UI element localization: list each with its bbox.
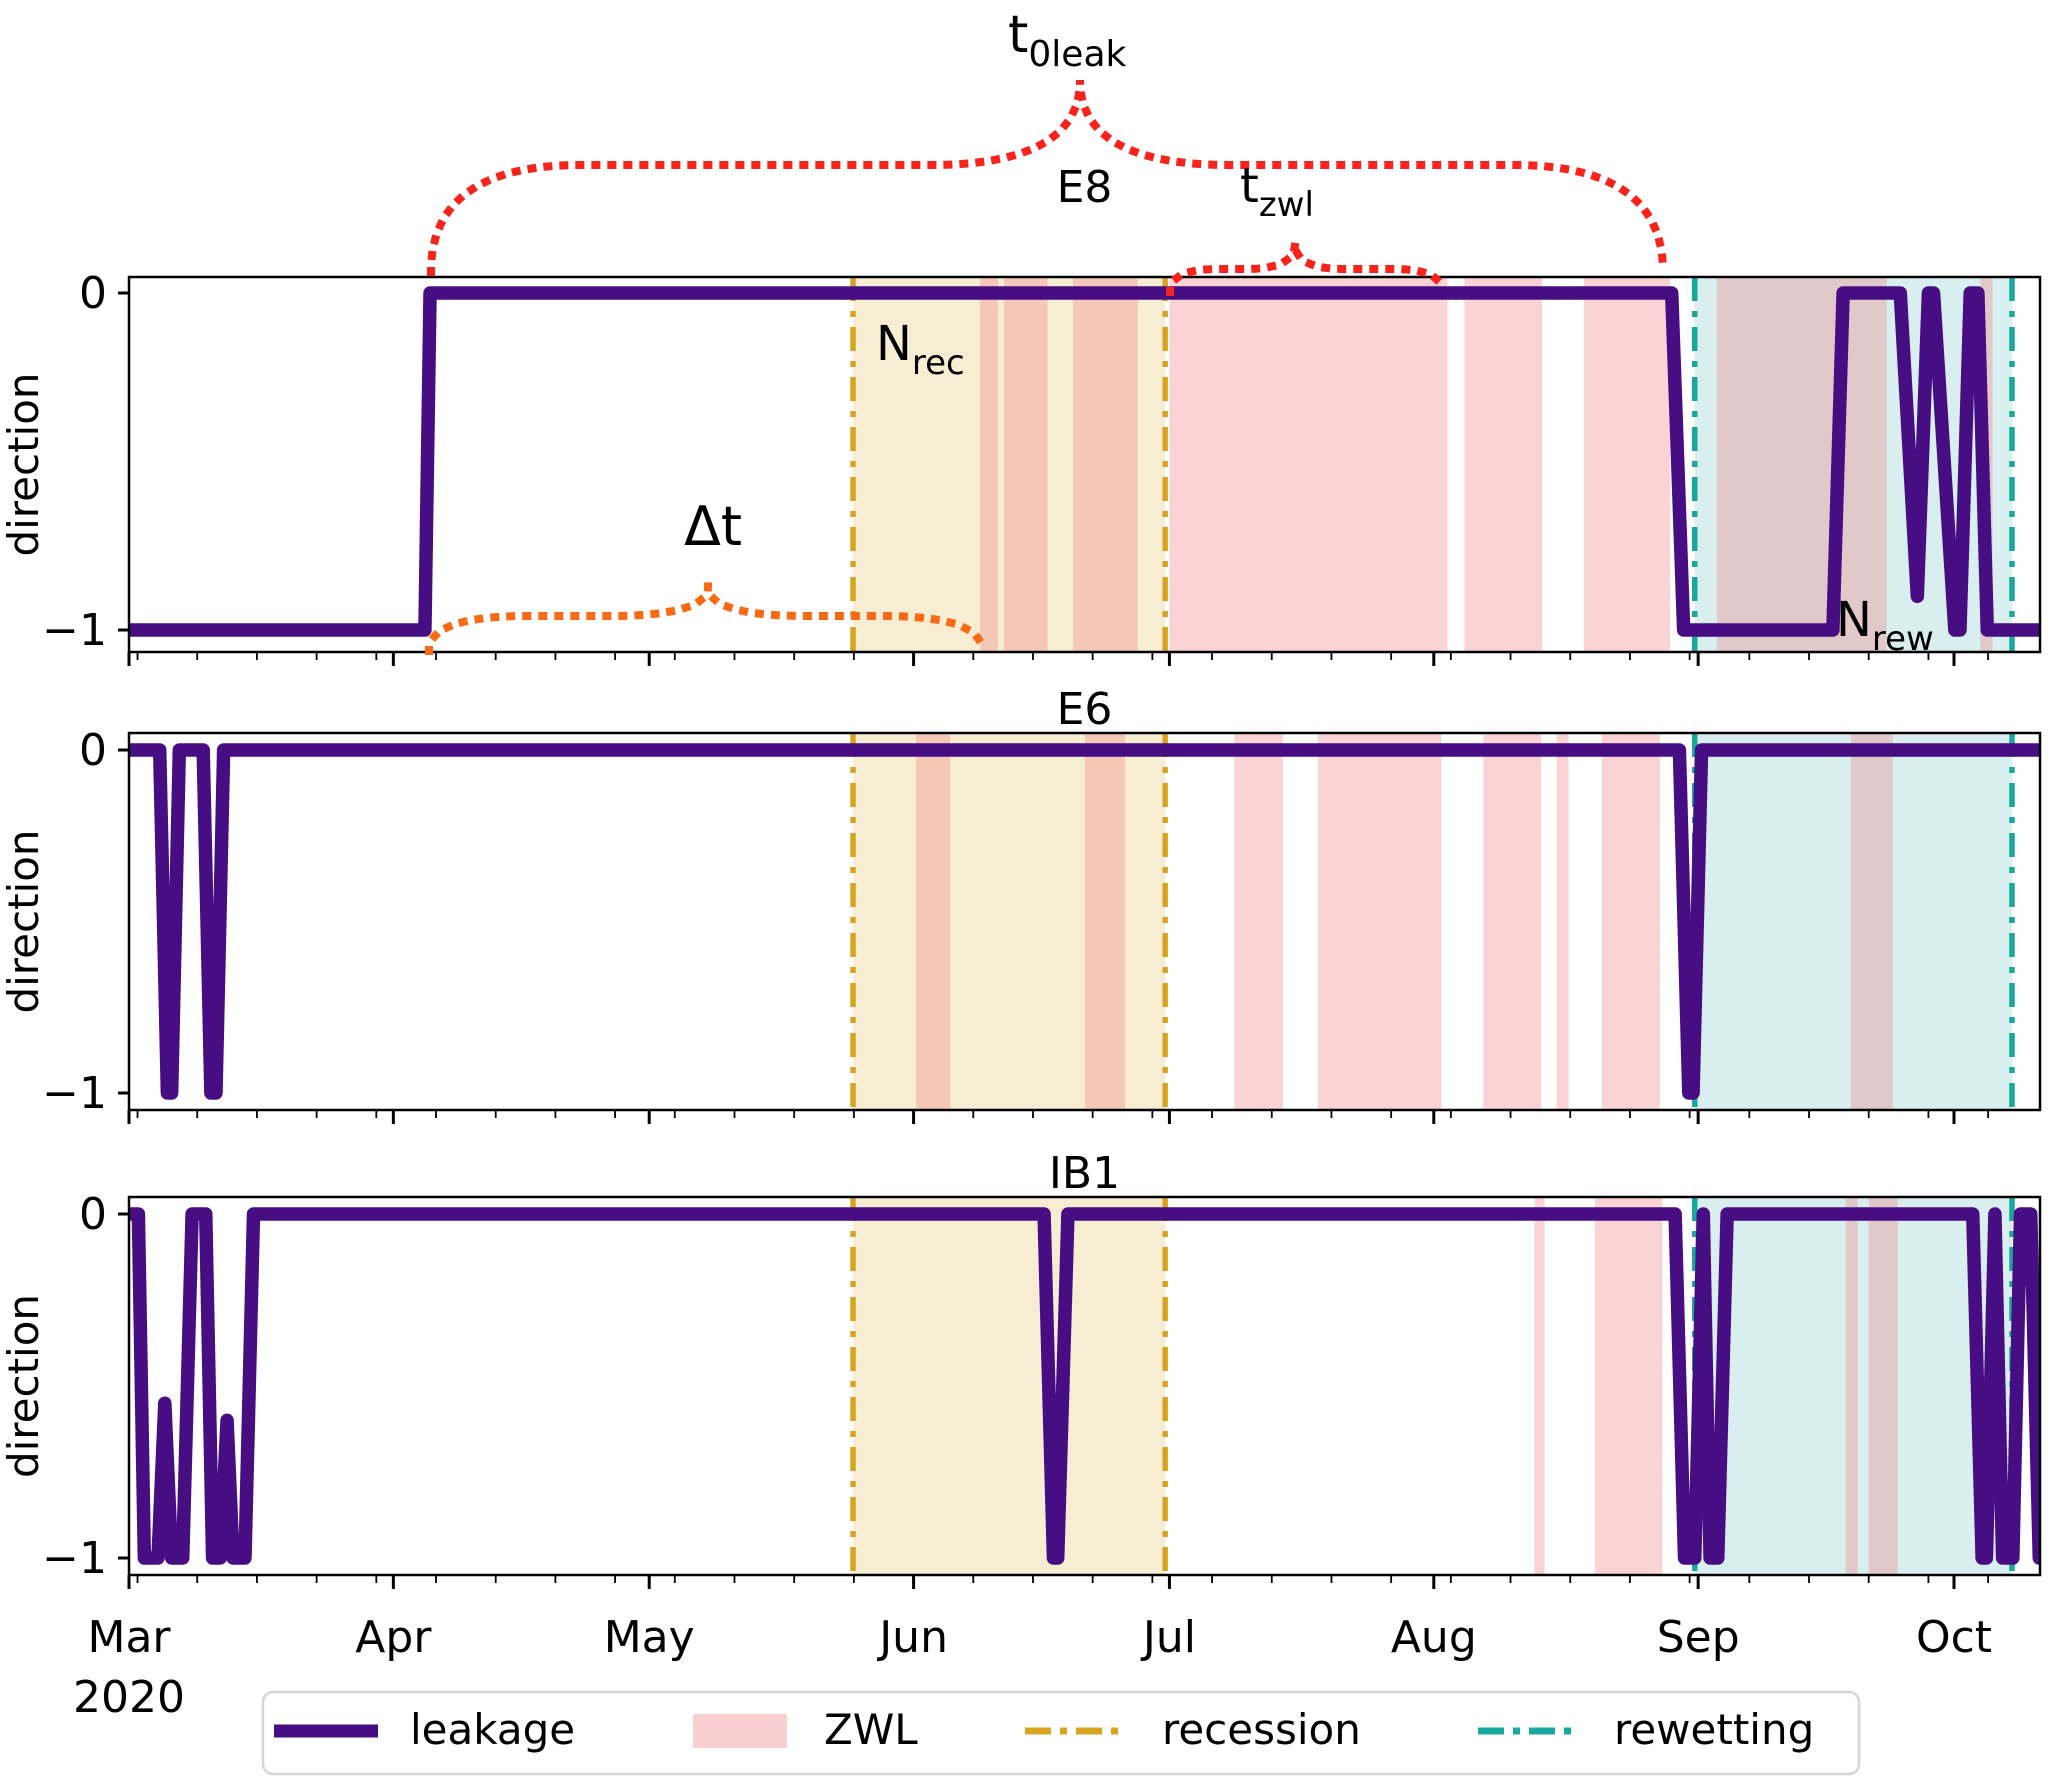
y-tick-label: −1	[42, 1533, 107, 1584]
axis-text-layer: 0 −1 direction E8 0 −1 direction E6 0 −1 direction…	[0, 162, 1992, 1723]
y-axis-label: direction	[0, 372, 48, 556]
legend-label: ZWL	[824, 1705, 918, 1754]
zwl-band	[1317, 733, 1442, 1110]
panel-title: E6	[1057, 684, 1113, 735]
x-tick-label: Mar	[87, 1612, 171, 1663]
dt-label: Δt	[684, 495, 742, 558]
rewetting-region	[1694, 733, 2012, 1110]
zwl-band	[1169, 277, 1448, 652]
panel-title: E8	[1057, 162, 1113, 213]
zwl-band	[1583, 277, 1671, 652]
axes-spines	[127, 275, 2042, 654]
axes-spines	[127, 1195, 2042, 1577]
y-tick-label: −1	[42, 1068, 107, 1119]
t0leak-label-sub: 0leak	[1028, 34, 1126, 75]
legend-label: rewetting	[1614, 1705, 1814, 1754]
y-axis-label: direction	[0, 1294, 48, 1478]
legend: leakage ZWL recession rewetting	[261, 1690, 1861, 1776]
y-tick-label: −1	[42, 605, 107, 656]
y-tick-label: 0	[79, 268, 107, 319]
y-tick-label: 0	[79, 1189, 107, 1240]
zwl-band	[1534, 1197, 1545, 1575]
legend-label: leakage	[410, 1705, 575, 1754]
panels-layer	[118, 275, 2042, 1589]
x-tick-label: Apr	[355, 1612, 432, 1663]
recession-region	[853, 277, 1166, 652]
y-axis-label: direction	[0, 829, 48, 1013]
x-tick-label: Aug	[1391, 1612, 1477, 1663]
zwl-band	[1234, 733, 1283, 1110]
axes-spines	[127, 731, 2042, 1112]
tzwl-label-main: t	[1240, 158, 1259, 214]
zwl-band	[1084, 733, 1126, 1110]
leakage-line	[129, 1207, 2040, 1565]
x-tick-label: Sep	[1657, 1612, 1740, 1663]
nrew-label-sub: rew	[1872, 619, 1934, 659]
zwl-band	[1845, 1197, 1858, 1575]
t0leak-label-main: t	[1008, 5, 1028, 65]
nrew-label: Nrew	[1836, 592, 1934, 659]
zwl-band	[1464, 277, 1543, 652]
panel-E8	[118, 275, 2042, 666]
panel-IB1	[118, 1195, 2042, 1589]
zwl-band	[1073, 277, 1138, 652]
zwl-band	[1594, 1197, 1663, 1575]
nrew-label-main: N	[1836, 592, 1872, 648]
zwl-band	[1003, 277, 1048, 652]
legend-label: recession	[1162, 1705, 1361, 1754]
x-tick-label: Jun	[876, 1612, 948, 1663]
zwl-band	[1556, 733, 1569, 1110]
zwl-band	[1601, 733, 1660, 1110]
tzwl-label-sub: zwl	[1259, 185, 1314, 225]
leakage-line	[129, 743, 2040, 1100]
nrec-label-sub: rec	[912, 343, 965, 383]
leakage-line	[129, 286, 2040, 637]
zwl-band	[1850, 733, 1893, 1110]
tzwl-label: tzwl	[1240, 158, 1314, 225]
zwl-band	[980, 277, 999, 652]
nrec-label-main: N	[876, 316, 912, 372]
t0leak-brace	[426, 79, 1668, 277]
x-axis-year-label: 2020	[73, 1672, 185, 1723]
recession-region	[853, 1197, 1166, 1575]
x-tick-label: Jul	[1140, 1612, 1196, 1663]
dt-brace	[424, 585, 987, 656]
rewetting-region	[1694, 1197, 2012, 1575]
tzwl-brace	[1165, 242, 1447, 297]
legend-swatch-patch	[693, 1714, 787, 1748]
x-tick-label: May	[604, 1612, 695, 1663]
zwl-band	[1716, 277, 1887, 652]
recession-region	[853, 733, 1166, 1110]
dt-label-main: Δt	[684, 495, 742, 558]
panel-E6	[118, 731, 2042, 1124]
y-tick-label: 0	[79, 725, 107, 776]
zwl-band	[1483, 733, 1542, 1110]
nrec-label: Nrec	[876, 316, 965, 383]
zwl-band	[916, 733, 951, 1110]
zwl-band	[1868, 1197, 1898, 1575]
t0leak-label: t0leak	[1008, 5, 1127, 75]
x-tick-label: Oct	[1916, 1612, 1992, 1663]
panel-title: IB1	[1049, 1148, 1120, 1199]
